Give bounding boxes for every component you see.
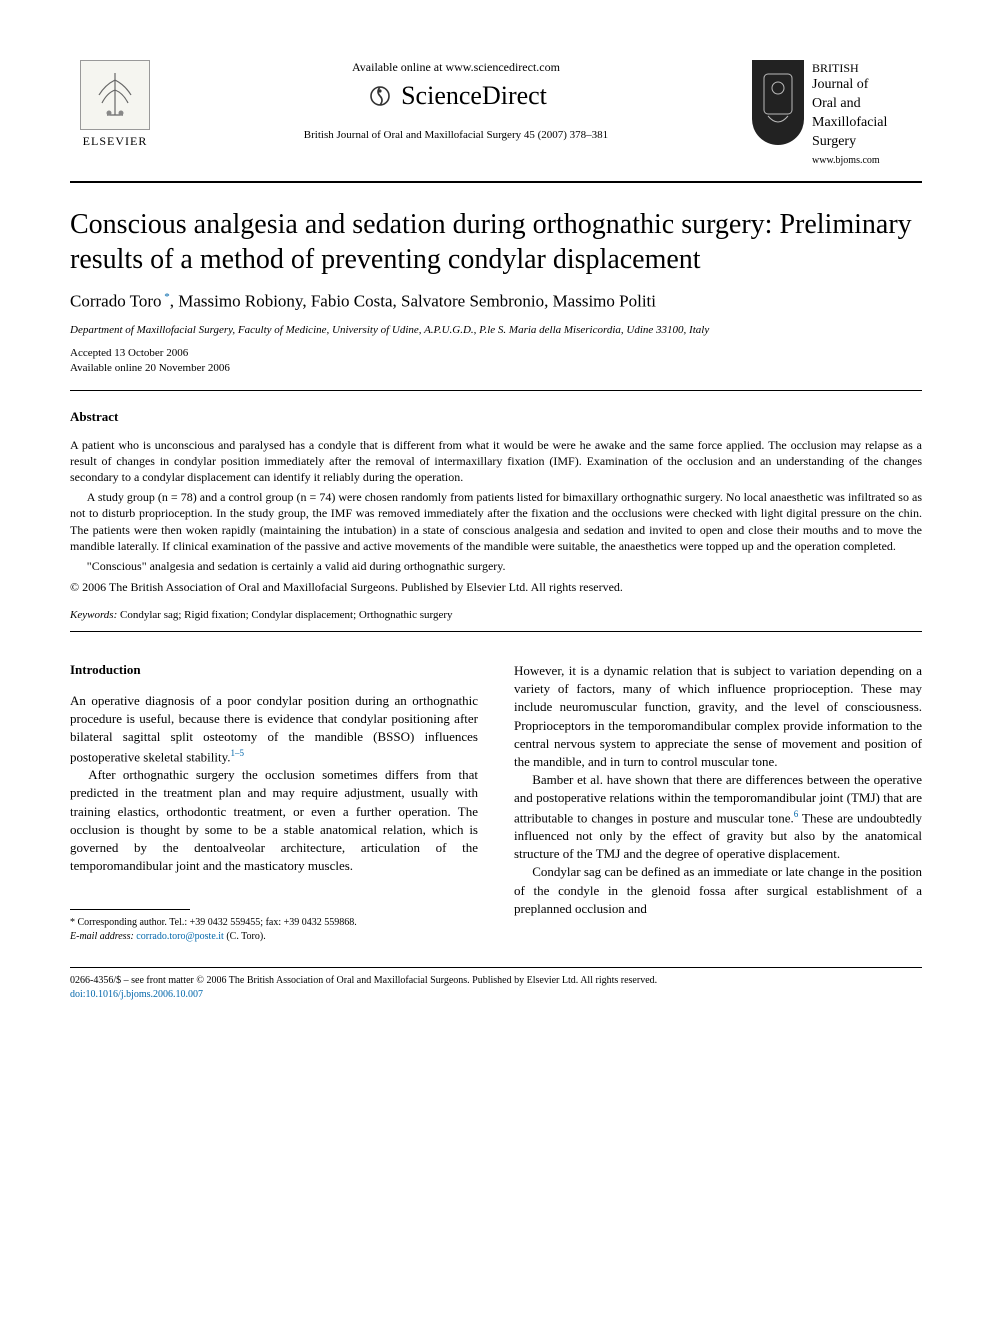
- intro-para-4: Bamber et al. have shown that there are …: [514, 771, 922, 863]
- abstract-heading: Abstract: [70, 409, 922, 425]
- page-header: ELSEVIER Available online at www.science…: [70, 60, 922, 167]
- elsevier-logo-block: ELSEVIER: [70, 60, 160, 149]
- affiliation: Department of Maxillofacial Surgery, Fac…: [70, 324, 922, 336]
- journal-name-line: Surgery: [812, 133, 922, 152]
- citation-1-5[interactable]: 1–5: [231, 748, 245, 758]
- intro-para-5: Condylar sag can be defined as an immedi…: [514, 863, 922, 918]
- corresponding-marker: *: [162, 291, 170, 303]
- article-dates: Accepted 13 October 2006 Available onlin…: [70, 346, 922, 376]
- body-columns: Introduction An operative diagnosis of a…: [70, 662, 922, 943]
- footnote-email-line: E-mail address: corrado.toro@poste.it (C…: [70, 930, 478, 944]
- sciencedirect-icon: [365, 81, 395, 111]
- footnote-email-tail: (C. Toro).: [226, 931, 265, 942]
- accepted-date: Accepted 13 October 2006: [70, 346, 922, 361]
- right-column: However, it is a dynamic relation that i…: [514, 662, 922, 943]
- header-divider: [70, 181, 922, 183]
- left-column: Introduction An operative diagnosis of a…: [70, 662, 478, 943]
- journal-brand-block: BRITISH Journal of Oral and Maxillofacia…: [752, 60, 922, 167]
- journal-crest-icon: [752, 60, 804, 145]
- introduction-heading: Introduction: [70, 662, 478, 678]
- footnote-rule: [70, 909, 190, 910]
- corresponding-footnote: * Corresponding author. Tel.: +39 0432 5…: [70, 916, 478, 943]
- elsevier-tree-icon: [80, 60, 150, 130]
- journal-name: BRITISH Journal of Oral and Maxillofacia…: [812, 60, 922, 167]
- author-list: Corrado Toro *, Massimo Robiony, Fabio C…: [70, 291, 922, 312]
- authors-rest: , Massimo Robiony, Fabio Costa, Salvator…: [170, 292, 656, 311]
- intro-para-2: After orthognathic surgery the occlusion…: [70, 766, 478, 875]
- abstract-bottom-rule: [70, 631, 922, 632]
- header-center: Available online at www.sciencedirect.co…: [160, 60, 752, 141]
- sciencedirect-brand: ScienceDirect: [365, 81, 547, 111]
- journal-site: www.bjoms.com: [812, 154, 922, 168]
- journal-reference: British Journal of Oral and Maxillofacia…: [304, 129, 608, 141]
- abstract-para-2: A study group (n = 78) and a control gro…: [70, 489, 922, 554]
- journal-name-line: Maxillofacial: [812, 114, 922, 133]
- intro-para-3: However, it is a dynamic relation that i…: [514, 662, 922, 771]
- keywords-label: Keywords:: [70, 609, 117, 621]
- available-online-text: Available online at www.sciencedirect.co…: [352, 60, 560, 75]
- doi-line: doi:10.1016/j.bjoms.2006.10.007: [70, 988, 922, 1002]
- journal-name-line: Journal of: [812, 76, 922, 95]
- journal-name-line: Oral and: [812, 95, 922, 114]
- front-matter-line: 0266-4356/$ – see front matter © 2006 Th…: [70, 974, 922, 988]
- footnote-email-label: E-mail address:: [70, 931, 134, 942]
- authors-text: Corrado Toro: [70, 292, 162, 311]
- bottom-rule: [70, 967, 922, 968]
- abstract-copyright: © 2006 The British Association of Oral a…: [70, 580, 922, 595]
- abstract-para-1: A patient who is unconscious and paralys…: [70, 437, 922, 486]
- intro-p1-text: An operative diagnosis of a poor condyla…: [70, 693, 478, 764]
- footnote-email[interactable]: corrado.toro@poste.it: [136, 931, 224, 942]
- keywords-line: Keywords: Condylar sag; Rigid fixation; …: [70, 609, 922, 621]
- article-title: Conscious analgesia and sedation during …: [70, 207, 922, 277]
- keywords-text: Condylar sag; Rigid fixation; Condylar d…: [120, 609, 453, 621]
- online-date: Available online 20 November 2006: [70, 361, 922, 376]
- sciencedirect-text: ScienceDirect: [401, 81, 547, 111]
- intro-para-1: An operative diagnosis of a poor condyla…: [70, 692, 478, 766]
- abstract-para-3: "Conscious" analgesia and sedation is ce…: [70, 558, 922, 574]
- footnote-corr: * Corresponding author. Tel.: +39 0432 5…: [70, 916, 478, 930]
- journal-name-line: BRITISH: [812, 60, 922, 76]
- doi-link[interactable]: doi:10.1016/j.bjoms.2006.10.007: [70, 989, 203, 1000]
- abstract-top-rule: [70, 390, 922, 391]
- elsevier-label: ELSEVIER: [83, 134, 148, 149]
